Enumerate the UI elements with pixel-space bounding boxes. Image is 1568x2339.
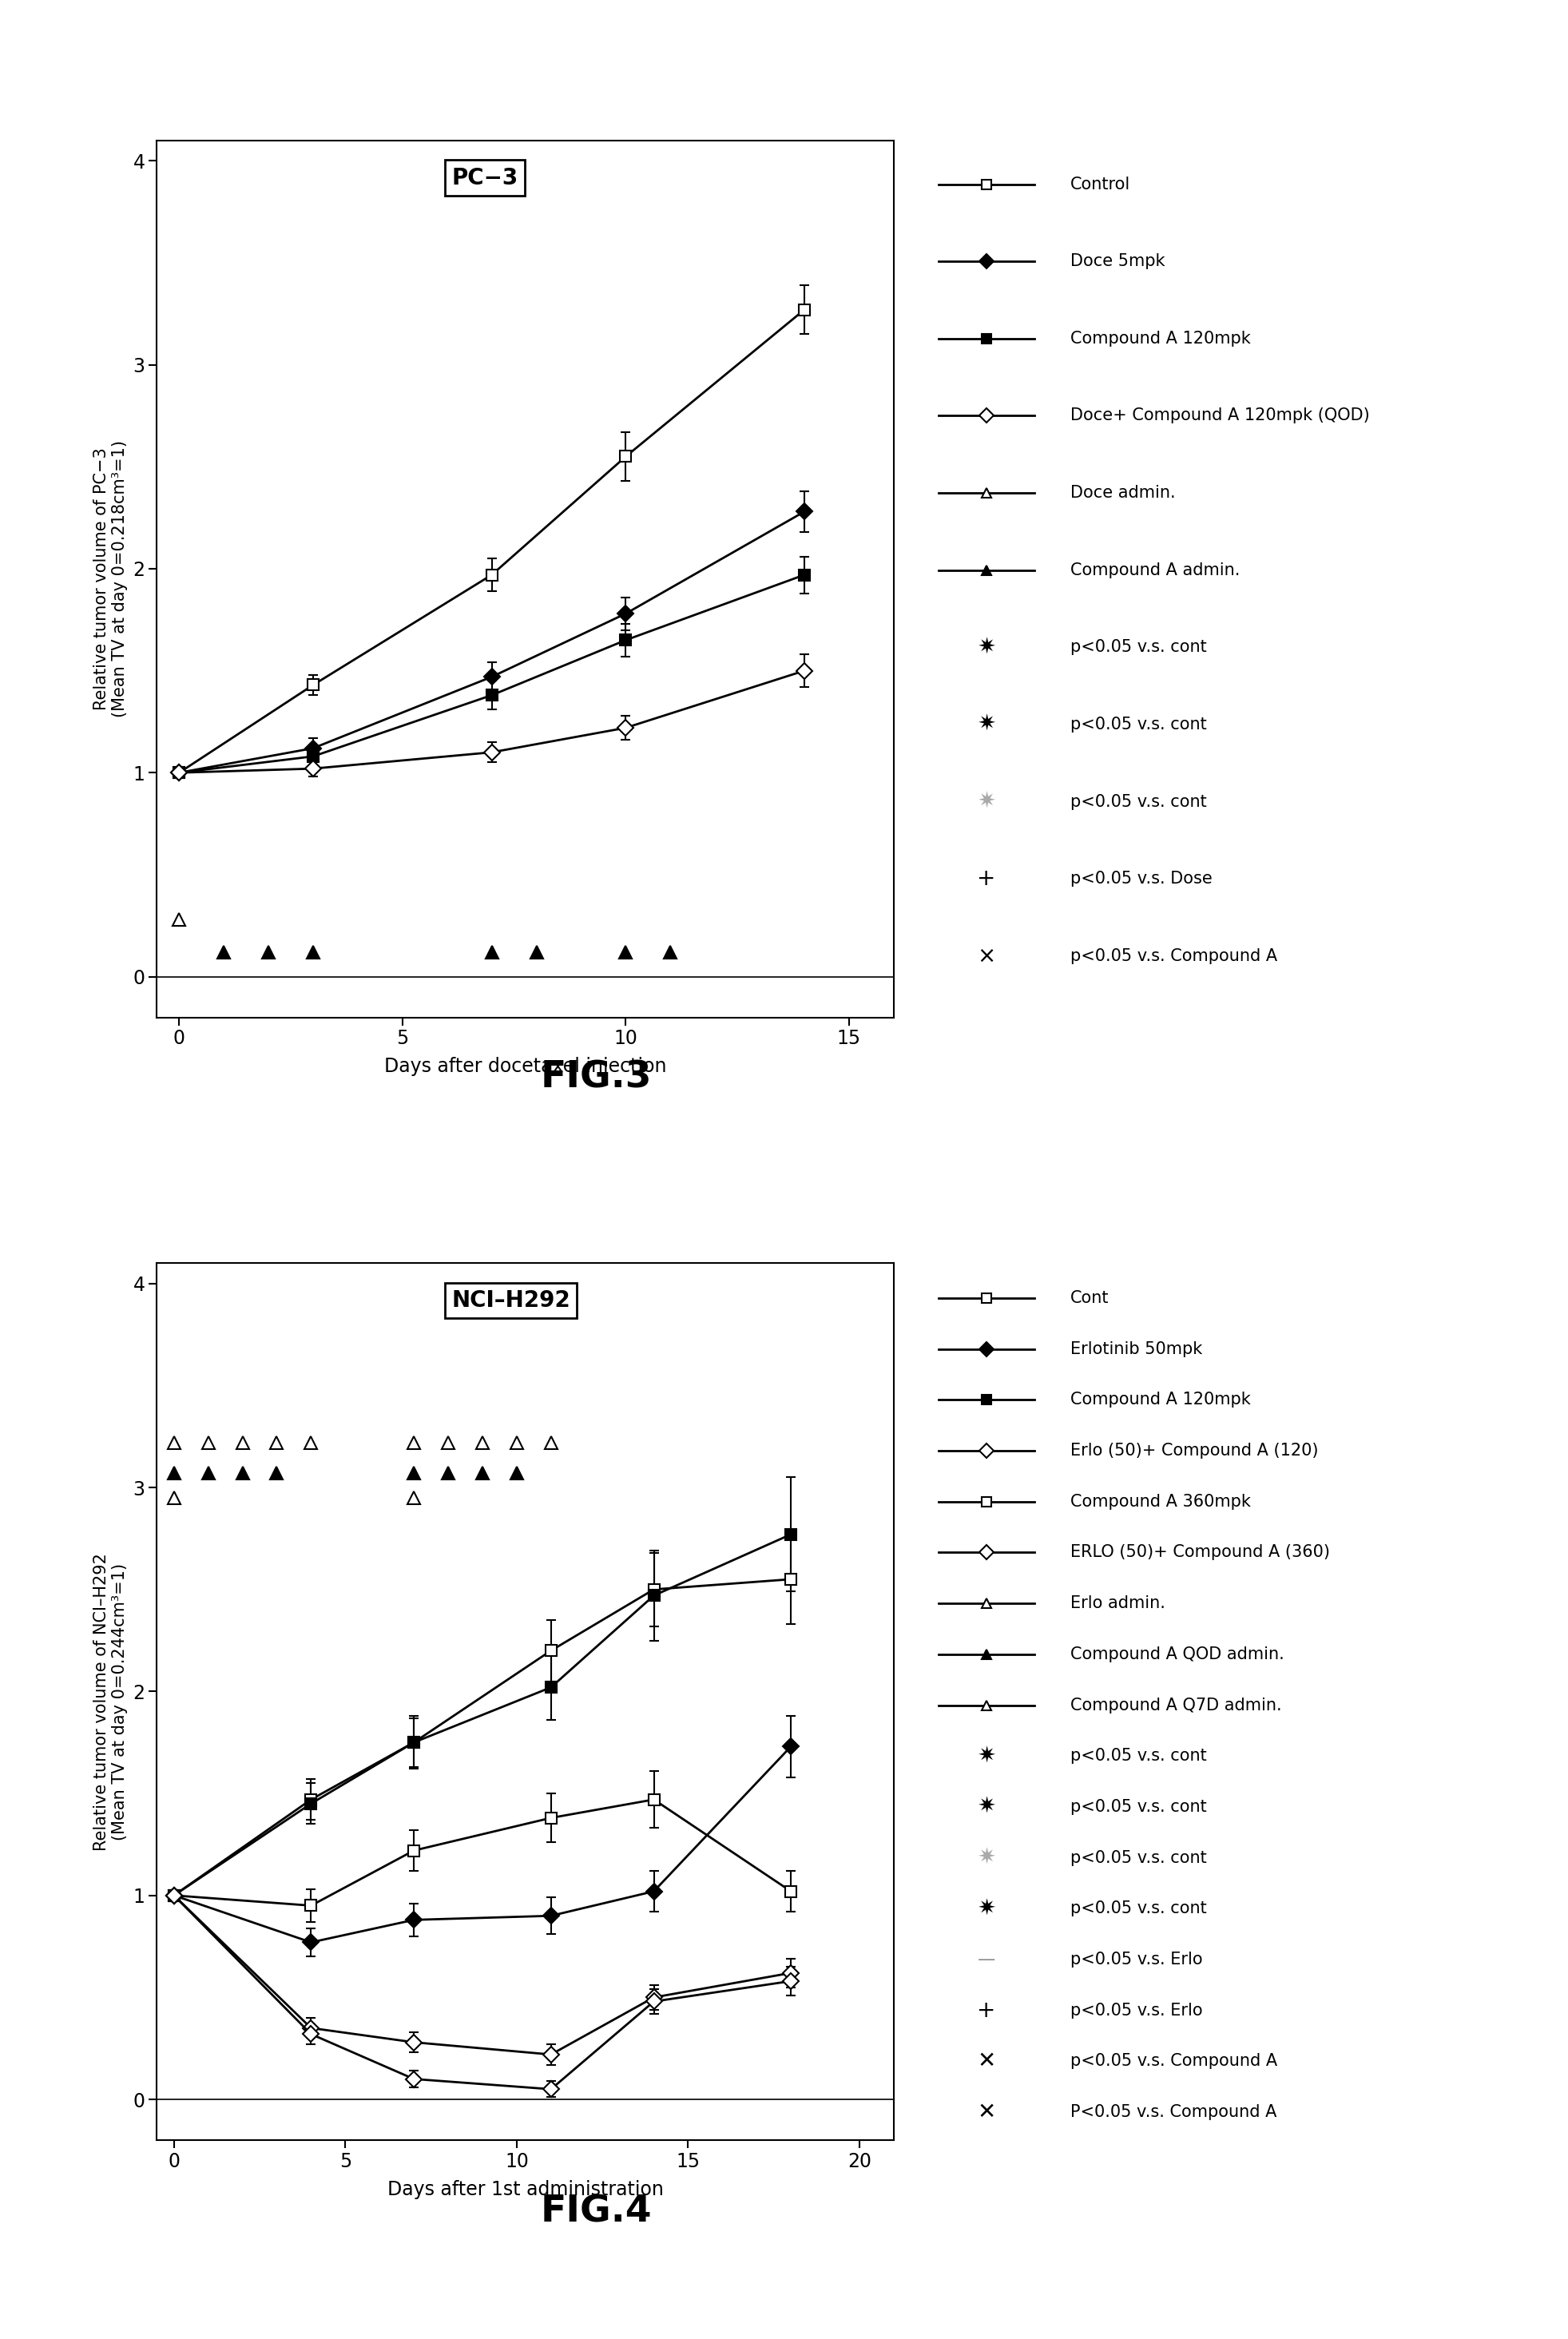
Text: Erlotinib 50mpk: Erlotinib 50mpk: [1069, 1340, 1203, 1357]
Y-axis label: Relative tumor volume of PC−3
(Mean TV at day 0=0.218cm³=1): Relative tumor volume of PC−3 (Mean TV a…: [93, 440, 127, 718]
Text: Control: Control: [1069, 175, 1131, 192]
Text: p<0.05 v.s. cont: p<0.05 v.s. cont: [1069, 793, 1206, 809]
Text: p<0.05 v.s. cont: p<0.05 v.s. cont: [1069, 1902, 1206, 1916]
Text: ✷: ✷: [977, 713, 996, 737]
Text: FIG.3: FIG.3: [539, 1060, 652, 1095]
Text: p<0.05 v.s. Compound A: p<0.05 v.s. Compound A: [1069, 947, 1276, 964]
Text: ✷: ✷: [977, 1745, 996, 1768]
Text: p<0.05 v.s. Erlo: p<0.05 v.s. Erlo: [1069, 1951, 1203, 1967]
Text: ✕: ✕: [977, 2100, 996, 2124]
Text: ✷: ✷: [977, 1845, 996, 1869]
X-axis label: Days after docetaxel injection: Days after docetaxel injection: [384, 1057, 666, 1076]
Text: —: —: [978, 1951, 996, 1967]
Text: Erlo admin.: Erlo admin.: [1069, 1595, 1165, 1612]
Text: P<0.05 v.s. Compound A: P<0.05 v.s. Compound A: [1069, 2105, 1276, 2119]
Text: p<0.05 v.s. cont: p<0.05 v.s. cont: [1069, 1747, 1206, 1764]
Y-axis label: Relative tumor volume of NCI–H292
(Mean TV at day 0=0.244cm³=1): Relative tumor volume of NCI–H292 (Mean …: [93, 1553, 127, 1850]
Text: p<0.05 v.s. Erlo: p<0.05 v.s. Erlo: [1069, 2002, 1203, 2019]
Text: ✷: ✷: [977, 1796, 996, 1817]
Text: ERLO (50)+ Compound A (360): ERLO (50)+ Compound A (360): [1069, 1544, 1330, 1560]
Text: p<0.05 v.s. Compound A: p<0.05 v.s. Compound A: [1069, 2054, 1276, 2070]
Text: ✷: ✷: [977, 791, 996, 814]
Text: Compound A admin.: Compound A admin.: [1069, 561, 1240, 578]
Text: Erlo (50)+ Compound A (120): Erlo (50)+ Compound A (120): [1069, 1443, 1319, 1460]
Text: PC−3: PC−3: [452, 166, 517, 189]
Text: ✷: ✷: [977, 636, 996, 660]
Text: ✕: ✕: [977, 2049, 996, 2072]
Text: Doce 5mpk: Doce 5mpk: [1069, 253, 1165, 269]
Text: p<0.05 v.s. cont: p<0.05 v.s. cont: [1069, 1850, 1206, 1867]
X-axis label: Days after 1st administration: Days after 1st administration: [387, 2180, 663, 2199]
Text: +: +: [977, 868, 996, 891]
Text: Compound A QOD admin.: Compound A QOD admin.: [1069, 1647, 1284, 1663]
Text: Doce+ Compound A 120mpk (QOD): Doce+ Compound A 120mpk (QOD): [1069, 407, 1369, 423]
Text: Compound A 360mpk: Compound A 360mpk: [1069, 1495, 1250, 1509]
Text: ×: ×: [977, 945, 996, 968]
Text: Doce admin.: Doce admin.: [1069, 484, 1174, 501]
Text: NCI–H292: NCI–H292: [452, 1289, 571, 1312]
Text: Compound A 120mpk: Compound A 120mpk: [1069, 1392, 1250, 1408]
Text: Compound A 120mpk: Compound A 120mpk: [1069, 330, 1250, 346]
Text: ✷: ✷: [977, 1897, 996, 1920]
Text: +: +: [977, 2000, 996, 2021]
Text: Cont: Cont: [1069, 1291, 1109, 1305]
Text: Compound A Q7D admin.: Compound A Q7D admin.: [1069, 1698, 1281, 1712]
Text: FIG.4: FIG.4: [539, 2194, 652, 2229]
Text: p<0.05 v.s. cont: p<0.05 v.s. cont: [1069, 639, 1206, 655]
Text: p<0.05 v.s. Dose: p<0.05 v.s. Dose: [1069, 870, 1212, 886]
Text: p<0.05 v.s. cont: p<0.05 v.s. cont: [1069, 1799, 1206, 1815]
Text: p<0.05 v.s. cont: p<0.05 v.s. cont: [1069, 716, 1206, 732]
